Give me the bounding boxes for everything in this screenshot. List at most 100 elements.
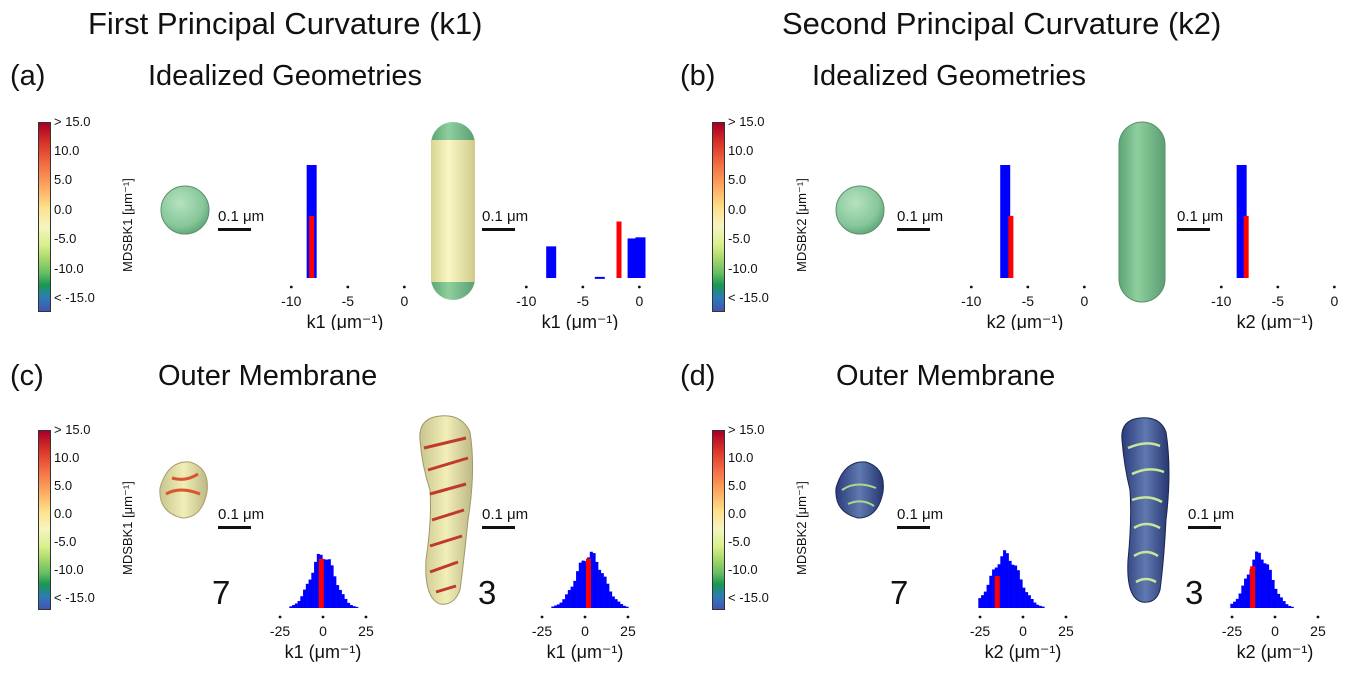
tick-label: 25 bbox=[1058, 623, 1074, 639]
tick-mark bbox=[1316, 615, 1320, 619]
hist-bar bbox=[308, 579, 312, 608]
tick-label: 0 bbox=[319, 623, 327, 639]
scale-bar bbox=[1177, 228, 1210, 231]
hist-bar bbox=[986, 584, 990, 608]
sphere-shape bbox=[835, 185, 885, 235]
colorbar-gradient bbox=[712, 122, 725, 312]
axis-label: k2 (μm⁻¹) bbox=[1237, 642, 1314, 662]
colorbar-gradient bbox=[38, 122, 51, 312]
hist-bar bbox=[603, 576, 607, 608]
membrane-count-small: 7 bbox=[890, 574, 909, 611]
colorbar-b: > 15.0 10.0 5.0 0.0 -5.0 -10.0 < -15.0 M… bbox=[712, 114, 809, 312]
hist-bar bbox=[297, 600, 301, 608]
marker-bar bbox=[1243, 215, 1249, 278]
hist-bar bbox=[1038, 605, 1042, 608]
hist-bar bbox=[1290, 606, 1294, 608]
tick-label: 25 bbox=[1310, 623, 1326, 639]
chart-k2-idealized-sphere: -10 -5 0 k2 (μm⁻¹) bbox=[961, 165, 1088, 330]
membrane-small-texture bbox=[165, 472, 201, 496]
hist-bar bbox=[981, 595, 985, 608]
tick-mark bbox=[1230, 615, 1234, 619]
chart-k2-idealized-cylinder: -10 -5 0 k2 (μm⁻¹) bbox=[1211, 165, 1338, 330]
scale-bar bbox=[897, 526, 930, 529]
scale-bar bbox=[218, 228, 251, 231]
hist-bar bbox=[1271, 580, 1275, 608]
cbar-tick: 10.0 bbox=[728, 450, 754, 465]
tick-label: 0 bbox=[581, 623, 589, 639]
tick-label: -10 bbox=[961, 293, 981, 309]
colorbar-c: > 15.0 10.0 5.0 0.0 -5.0 -10.0 < -15.0 M… bbox=[38, 422, 135, 610]
tick-mark bbox=[969, 285, 973, 289]
hist-bar bbox=[1019, 579, 1023, 608]
column-title-k2: Second Principal Curvature (k2) bbox=[782, 6, 1222, 41]
tick-mark bbox=[364, 615, 368, 619]
hist-bar bbox=[1288, 605, 1292, 608]
cbar-tick: 5.0 bbox=[54, 172, 73, 187]
cbar-tick: 10.0 bbox=[54, 143, 80, 158]
axis-label: k2 (μm⁻¹) bbox=[985, 642, 1062, 662]
hist-bar bbox=[595, 561, 599, 608]
hist-bar bbox=[1233, 601, 1237, 608]
tick-mark bbox=[978, 615, 982, 619]
hist-bar bbox=[567, 590, 571, 608]
axis-label: k1 (μm⁻¹) bbox=[542, 312, 619, 330]
tick-mark bbox=[1273, 615, 1277, 619]
hist-bar bbox=[589, 551, 593, 608]
hist-bar bbox=[554, 605, 558, 608]
hist-bar bbox=[292, 605, 296, 608]
tick-mark bbox=[581, 285, 585, 289]
hist-bar bbox=[1022, 587, 1026, 608]
tick-mark bbox=[1082, 285, 1086, 289]
membrane-large-texture bbox=[423, 436, 469, 594]
hist-bar bbox=[1266, 564, 1270, 608]
hist-bar bbox=[300, 596, 304, 608]
panel-title-c: Outer Membrane bbox=[158, 360, 378, 392]
tick-mark bbox=[1021, 615, 1025, 619]
marker-bar bbox=[1008, 215, 1014, 278]
cbar-tick: 0.0 bbox=[728, 506, 747, 521]
tick-label: 0 bbox=[635, 293, 643, 309]
scale-label: 0.1 μm bbox=[482, 208, 529, 225]
membrane-count-large: 3 bbox=[1185, 574, 1204, 611]
hist-bar bbox=[1027, 595, 1031, 608]
tick-label: 25 bbox=[358, 623, 374, 639]
hist-bar bbox=[338, 589, 342, 608]
scale-label: 0.1 μm bbox=[1188, 506, 1235, 523]
cbar-tick: > 15.0 bbox=[728, 422, 765, 437]
tick-label: -5 bbox=[577, 293, 590, 309]
tick-mark bbox=[346, 285, 350, 289]
tick-label: 0 bbox=[400, 293, 408, 309]
hist-bar bbox=[562, 599, 566, 608]
axis-label: k1 (μm⁻¹) bbox=[547, 642, 624, 662]
tick-mark bbox=[626, 615, 630, 619]
cbar-tick: < -15.0 bbox=[728, 590, 769, 605]
hist-bar bbox=[592, 553, 596, 608]
hist-bar bbox=[1279, 597, 1283, 608]
hist-bar bbox=[1230, 603, 1234, 608]
tick-mark bbox=[540, 615, 544, 619]
cbar-tick: -10.0 bbox=[728, 261, 758, 276]
hist-bar bbox=[1003, 550, 1007, 608]
hist-bar bbox=[325, 559, 329, 608]
tick-mark bbox=[1219, 285, 1223, 289]
hist-bar bbox=[349, 605, 353, 608]
hist-bar bbox=[622, 605, 626, 608]
hist-bar bbox=[1008, 560, 1012, 608]
cbar-tick: -5.0 bbox=[54, 534, 77, 549]
tick-label: -10 bbox=[281, 293, 301, 309]
panel-title-d: Outer Membrane bbox=[836, 360, 1056, 392]
hist-bar bbox=[316, 553, 320, 608]
tick-mark bbox=[278, 615, 282, 619]
hist-bar bbox=[1268, 569, 1272, 608]
hist-bar bbox=[584, 561, 588, 608]
hist-bar bbox=[598, 569, 602, 608]
hist-bar bbox=[344, 598, 348, 608]
hist-bar bbox=[1277, 593, 1281, 608]
scale-label: 0.1 μm bbox=[218, 506, 265, 523]
hist-bar bbox=[611, 596, 615, 608]
hist-bar bbox=[289, 606, 293, 608]
hist-bar bbox=[1033, 602, 1037, 608]
hist-bar bbox=[1030, 598, 1034, 608]
scale-label: 0.1 μm bbox=[897, 208, 944, 225]
